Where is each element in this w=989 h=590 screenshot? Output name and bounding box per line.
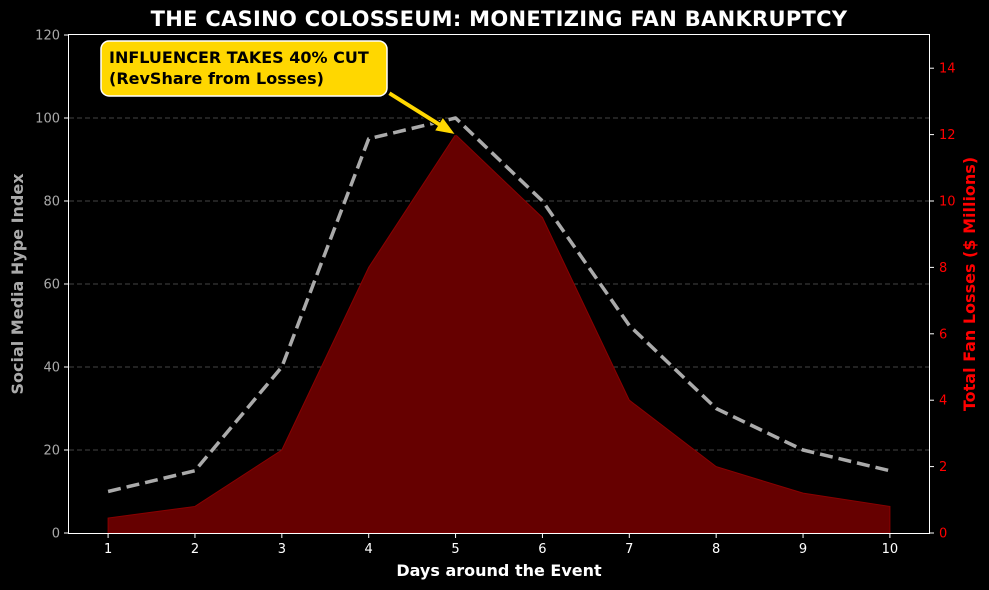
x-tick-label: 4 [365, 542, 373, 557]
right-y-axis-label: Total Fan Losses ($ Millions) [960, 157, 979, 411]
chart-title: THE CASINO COLOSSEUM: MONETIZING FAN BAN… [151, 7, 848, 31]
right-y-tick-label: 6 [939, 327, 947, 342]
right-y-tick-label: 0 [939, 527, 947, 542]
left-y-tick-label: 100 [35, 112, 60, 127]
grid-layer [69, 117, 929, 451]
x-tick-label: 7 [625, 542, 633, 557]
left-y-tick-label: 40 [43, 361, 60, 376]
x-tick-label: 5 [451, 542, 459, 557]
x-tick-label: 6 [538, 542, 546, 557]
x-axis-label: Days around the Event [396, 561, 602, 580]
left-y-tick-label: 80 [43, 195, 60, 210]
annotation-arrow [387, 90, 457, 136]
influencer-annotation: INFLUENCER TAKES 40% CUT (RevShare from … [100, 40, 457, 136]
left-y-axis-ticks: 0 20 40 60 80 100 120 [35, 29, 69, 542]
right-y-tick-label: 4 [939, 394, 947, 409]
annotation-line-2: (RevShare from Losses) [109, 69, 324, 88]
x-tick-label: 9 [799, 542, 807, 557]
x-tick-label: 3 [278, 542, 286, 557]
right-y-tick-label: 8 [939, 261, 947, 276]
x-tick-label: 1 [104, 542, 112, 557]
losses-area-layer [107, 133, 891, 534]
x-tick-label: 2 [191, 542, 199, 557]
right-y-tick-label: 12 [939, 128, 956, 143]
annotation-line-1: INFLUENCER TAKES 40% CUT [109, 48, 369, 67]
right-y-tick-label: 2 [939, 460, 947, 475]
annotation-box [100, 40, 388, 97]
right-y-tick-label: 10 [939, 195, 956, 210]
x-axis-ticks: 1 2 3 4 5 6 7 8 9 10 [104, 533, 898, 557]
left-y-tick-label: 60 [43, 278, 60, 293]
hype-line-layer [107, 116, 891, 494]
left-y-tick-label: 20 [43, 444, 60, 459]
x-tick-label: 8 [712, 542, 720, 557]
x-tick-label: 10 [882, 542, 899, 557]
right-y-tick-label: 14 [939, 62, 956, 77]
hype-line [107, 116, 891, 494]
left-y-tick-label: 0 [52, 527, 60, 542]
left-y-axis-label: Social Media Hype Index [8, 173, 27, 395]
right-y-axis-ticks: 0 2 4 6 8 10 12 14 [929, 62, 956, 542]
losses-area [107, 133, 891, 534]
left-y-tick-label: 120 [35, 29, 60, 44]
